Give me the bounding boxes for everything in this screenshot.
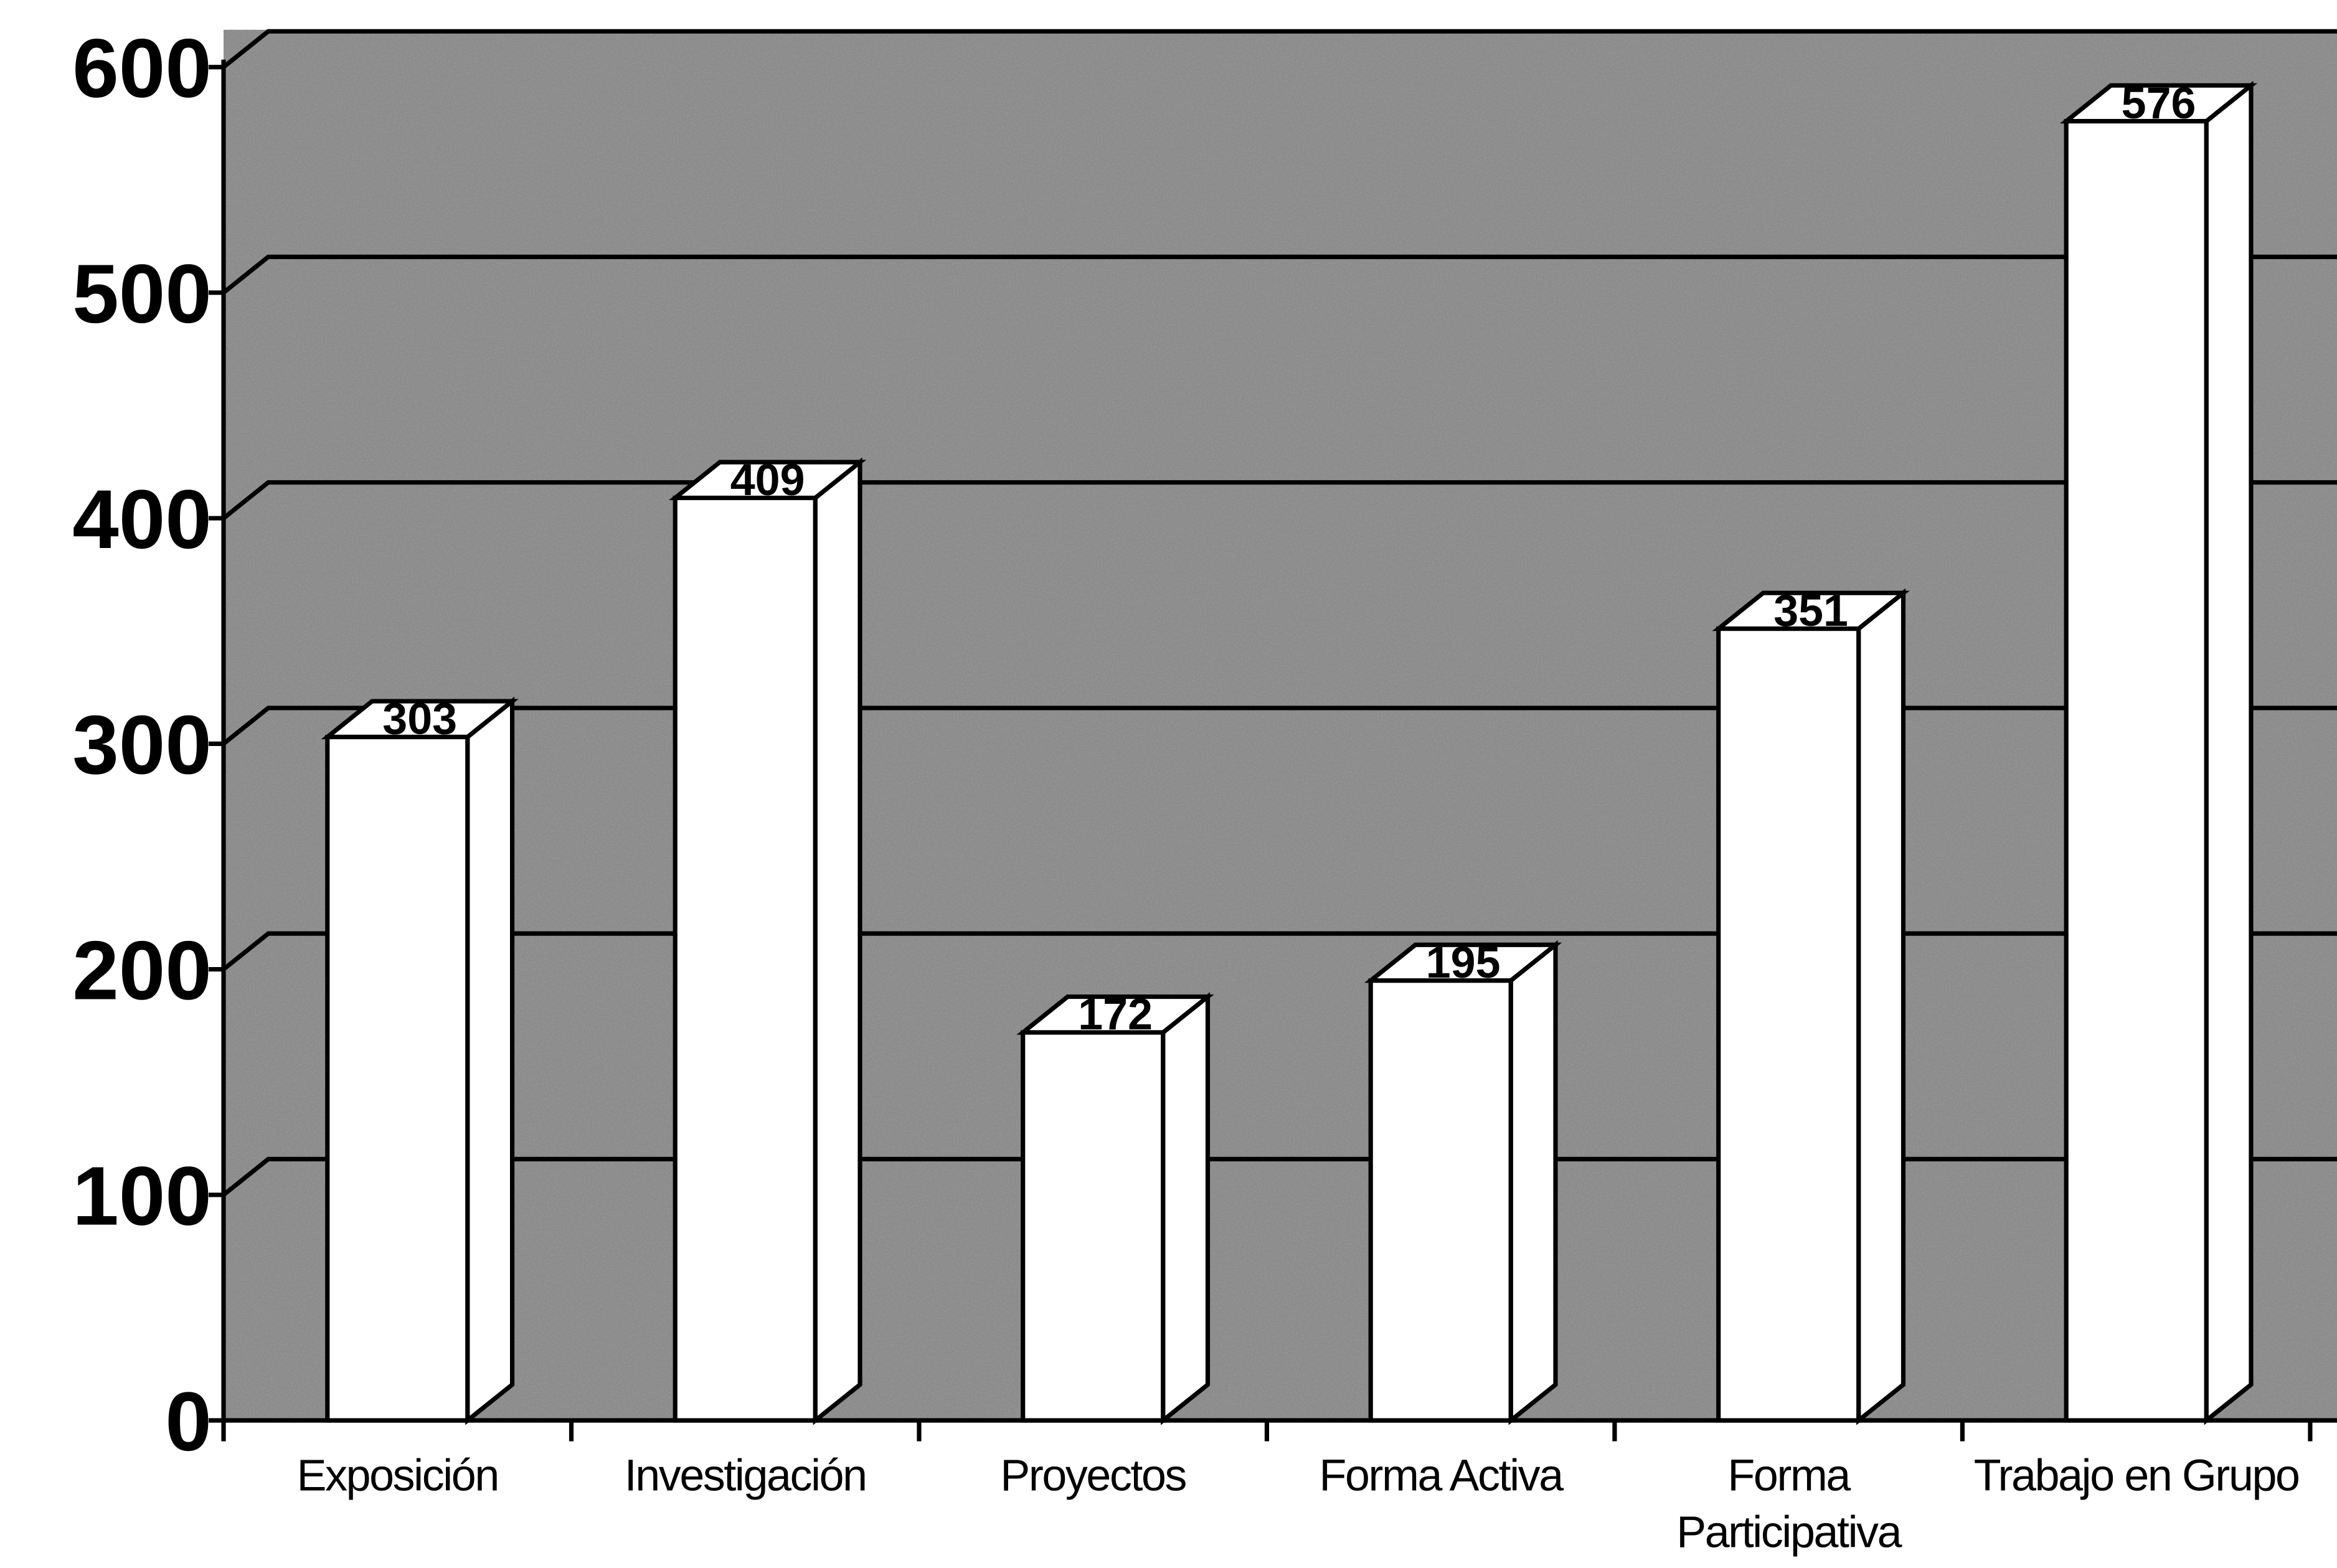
value-label: 195 — [1426, 938, 1501, 988]
x-tick-label-box: Forma Activa — [1319, 1452, 1564, 1501]
grid-line — [222, 931, 2337, 971]
value-label: 409 — [730, 455, 805, 505]
bar-side — [1856, 588, 1906, 1425]
bar — [325, 734, 470, 1423]
y-tick-label: 0 — [165, 1376, 212, 1468]
bar — [1021, 1030, 1166, 1423]
x-tick-label-box: Trabajo en Grupo — [1973, 1452, 2300, 1501]
y-tick-label: 600 — [72, 22, 212, 115]
grid-line — [222, 29, 2337, 69]
x-tick-label-box: Investigación — [624, 1452, 867, 1501]
x-tick-label: Trabajo en Grupo — [1973, 1452, 2300, 1501]
bar-side — [813, 457, 862, 1425]
y-tick-label: 100 — [72, 1150, 212, 1243]
y-tick-label: 500 — [72, 248, 212, 341]
plot-background — [224, 29, 2337, 1421]
bar-side — [465, 696, 515, 1425]
bar-side — [2204, 80, 2254, 1425]
bar — [1368, 978, 1513, 1423]
y-tick-label: 400 — [72, 473, 212, 566]
bar-side — [1161, 992, 1211, 1425]
bar-side — [1508, 940, 1558, 1425]
grid-line — [222, 706, 2337, 746]
y-tick-label: 200 — [72, 924, 212, 1017]
x-tick-label-box: Exposición — [296, 1452, 500, 1501]
x-tick-label: Exposición — [296, 1452, 500, 1501]
value-label: 172 — [1078, 989, 1153, 1039]
value-label: 576 — [2122, 78, 2196, 128]
x-tick-label: Forma Participativa — [1676, 1452, 1902, 1558]
bar — [1716, 626, 1861, 1423]
grid-line — [222, 1156, 2337, 1197]
value-label: 303 — [382, 694, 457, 744]
bar — [673, 495, 818, 1423]
grid-line — [222, 254, 2337, 295]
value-label: 351 — [1773, 586, 1848, 636]
x-tick-label: Forma Activa — [1319, 1452, 1564, 1501]
bar — [2064, 119, 2209, 1423]
x-tick-label: Investigación — [624, 1452, 867, 1501]
x-tick-label-box: Proyectos — [1000, 1452, 1187, 1501]
x-tick-label-box: Forma Participativa — [1676, 1452, 1902, 1558]
grid-line — [222, 480, 2337, 520]
x-tick-label: Proyectos — [1000, 1452, 1187, 1501]
y-tick-label: 300 — [72, 699, 212, 791]
